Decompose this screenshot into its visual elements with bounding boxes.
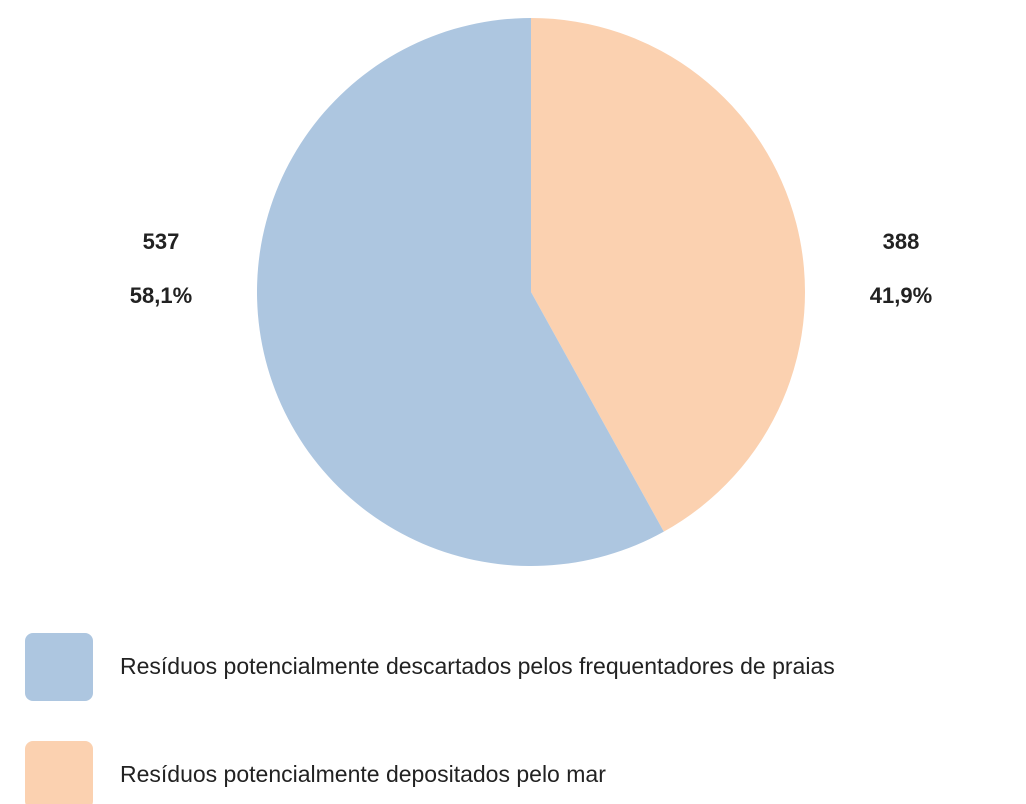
pie-slice	[257, 18, 664, 566]
value-label: 537	[143, 229, 180, 254]
value-label: 388	[883, 229, 920, 254]
legend-swatch	[25, 633, 93, 701]
legend-swatch	[25, 741, 93, 804]
legend-label: Resíduos potencialmente descartados pelo…	[120, 653, 835, 679]
percent-label: 58,1%	[130, 283, 192, 308]
pie-slice	[531, 18, 805, 532]
legend-label: Resíduos potencialmente depositados pelo…	[120, 761, 606, 787]
percent-label: 41,9%	[870, 283, 932, 308]
